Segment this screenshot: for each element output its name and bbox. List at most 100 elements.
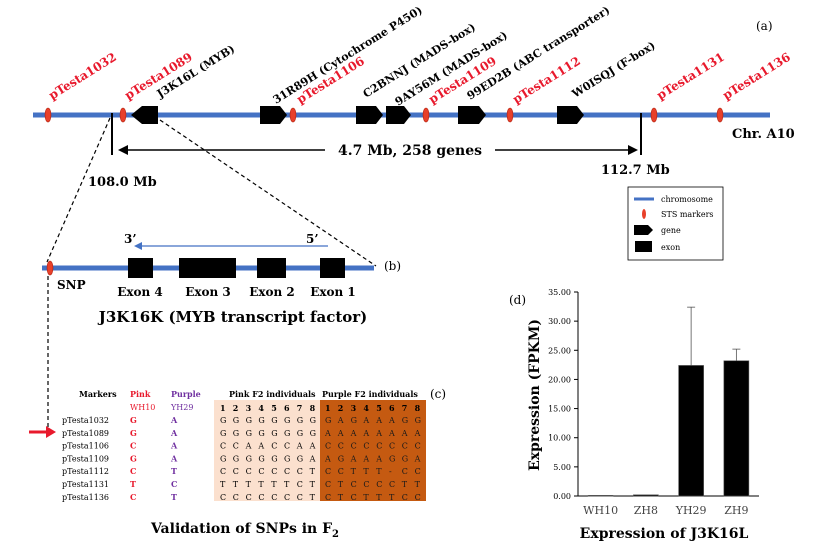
- pink-f2-allele: T: [310, 493, 316, 502]
- pink-f2-allele: G: [220, 454, 226, 463]
- purple-f2-number: 1: [325, 403, 331, 413]
- purple-f2-allele: A: [362, 416, 369, 425]
- pink-f2-background: [214, 400, 320, 501]
- pink-f2-allele: T: [310, 467, 316, 476]
- row-pink-allele: T: [130, 479, 136, 489]
- sts-marker-oval: [650, 107, 658, 123]
- snp-table-row: pTesta1089 G A G G G G G G G G A A A A A A A A: [62, 428, 421, 438]
- pink-f2-allele: G: [310, 416, 316, 425]
- exon-2-box: [257, 258, 286, 278]
- pink-f2-allele: G: [284, 416, 290, 425]
- exon-1-box: [320, 258, 345, 278]
- pink-f2-allele: T: [310, 480, 316, 489]
- left-position-label: 108.0 Mb: [88, 175, 157, 190]
- purple-f2-allele: C: [351, 480, 357, 489]
- pink-f2-allele: T: [258, 480, 264, 489]
- row-purple-allele: A: [170, 453, 178, 463]
- purple-f2-allele: C: [363, 442, 369, 451]
- purple-f2-allele: C: [325, 480, 331, 489]
- pink-f2-allele: C: [258, 493, 264, 502]
- purple-f2-allele: A: [324, 429, 331, 438]
- pink-f2-allele: C: [220, 493, 226, 502]
- pink-f2-number: 2: [233, 403, 239, 413]
- exon-4-label: Exon 4: [117, 285, 163, 299]
- markers-header: Markers: [79, 389, 117, 399]
- row-purple-allele: T: [171, 492, 177, 502]
- purple-f2-allele: C: [415, 467, 421, 476]
- purple-f2-allele: C: [402, 467, 408, 476]
- pink-f2-number: 1: [220, 403, 226, 413]
- pink-f2-allele: G: [233, 454, 239, 463]
- gene-arrow-9AY56M: [386, 106, 411, 124]
- purple-f2-allele: G: [402, 416, 408, 425]
- bar-WH10: [587, 495, 614, 497]
- purple-f2-allele: T: [351, 467, 357, 476]
- purple-f2-allele: A: [337, 416, 344, 425]
- pink-f2-number: 6: [284, 403, 290, 413]
- legend-chromosome: chromosome: [661, 195, 713, 204]
- snp-table-caption: Validation of SNPs in F2: [150, 521, 339, 540]
- pink-f2-allele: T: [271, 480, 277, 489]
- purple-f2-allele: C: [415, 493, 421, 502]
- pink-f2-allele: T: [233, 480, 239, 489]
- gene-arrow-J3K16L: [131, 106, 158, 124]
- row-pink-allele: G: [130, 453, 137, 463]
- legend: chromosome STS markers gene exon: [627, 186, 724, 261]
- purple-f2-allele: T: [415, 480, 421, 489]
- pink-f2-allele: C: [246, 467, 252, 476]
- pink-f2-allele: G: [246, 416, 252, 425]
- pink-f2-allele: C: [258, 467, 264, 476]
- purple-f2-allele: T: [363, 467, 369, 476]
- pink-f2-allele: T: [220, 480, 226, 489]
- purple-f2-allele: T: [338, 493, 344, 502]
- row-purple-allele: A: [170, 428, 178, 438]
- gene-arrow-99ED2B: [458, 106, 486, 124]
- purple-f2-allele: C: [338, 442, 344, 451]
- pink-header: Pink: [130, 389, 151, 399]
- pink-parent-label: WH10: [130, 403, 155, 412]
- row-marker: pTesta1089: [62, 429, 109, 438]
- row-purple-allele: A: [170, 415, 178, 425]
- gene-label-W0ISQJ: W0ISQJ (F-box): [569, 39, 658, 101]
- y-tick-label: 25.00: [548, 346, 571, 355]
- bar-ZH9: [723, 360, 750, 497]
- pink-f2-allele: G: [310, 429, 316, 438]
- pink-f2-allele: G: [258, 429, 264, 438]
- purple-f2-allele: T: [376, 467, 382, 476]
- purple-f2-allele: A: [388, 416, 395, 425]
- purple-f2-number: 4: [363, 403, 369, 413]
- pink-f2-allele: C: [297, 467, 303, 476]
- purple-f2-allele: C: [338, 467, 344, 476]
- purple-f2-allele: C: [402, 442, 408, 451]
- pink-f2-number: 5: [271, 403, 277, 413]
- chart-x-axis-label: Expression of J3K16L: [580, 526, 749, 542]
- purple-f2-allele: A: [414, 454, 421, 463]
- snp-table-headers: Markers Pink Purple Pink F2 individuals …: [79, 389, 418, 412]
- x-tick-label-YH29: YH29: [675, 504, 707, 517]
- snp-table-row: pTesta1109 G A G G G G G G G A A G A A A G G A: [62, 453, 421, 463]
- pink-f2-allele: G: [220, 416, 226, 425]
- y-tick-label: 10.00: [548, 434, 571, 443]
- transcription-direction-arrow: [134, 242, 328, 250]
- pink-f2-allele: G: [271, 454, 277, 463]
- pink-f2-allele: C: [271, 467, 277, 476]
- row-marker: pTesta1032: [62, 416, 109, 425]
- purple-f2-allele: T: [376, 493, 382, 502]
- red-pointer-arrow: [29, 426, 56, 438]
- sts-marker-oval: [44, 107, 52, 123]
- purple-f2-number: 8: [415, 403, 421, 413]
- pink-f2-allele: G: [258, 454, 264, 463]
- pink-f2-allele: A: [296, 442, 303, 451]
- snp-oval: [46, 260, 54, 276]
- exon-2-label: Exon 2: [249, 285, 295, 299]
- pink-f2-allele: G: [271, 416, 277, 425]
- purple-f2-allele: G: [389, 454, 395, 463]
- purple-f2-allele: A: [362, 454, 369, 463]
- sts-marker-oval: [506, 107, 514, 123]
- pink-f2-allele: C: [284, 493, 290, 502]
- x-tick-label-ZH8: ZH8: [634, 504, 658, 517]
- marker-label-pTesta1136: pTesta1136: [720, 50, 793, 103]
- exon-4-box: [128, 258, 153, 278]
- pink-f2-allele: A: [257, 442, 264, 451]
